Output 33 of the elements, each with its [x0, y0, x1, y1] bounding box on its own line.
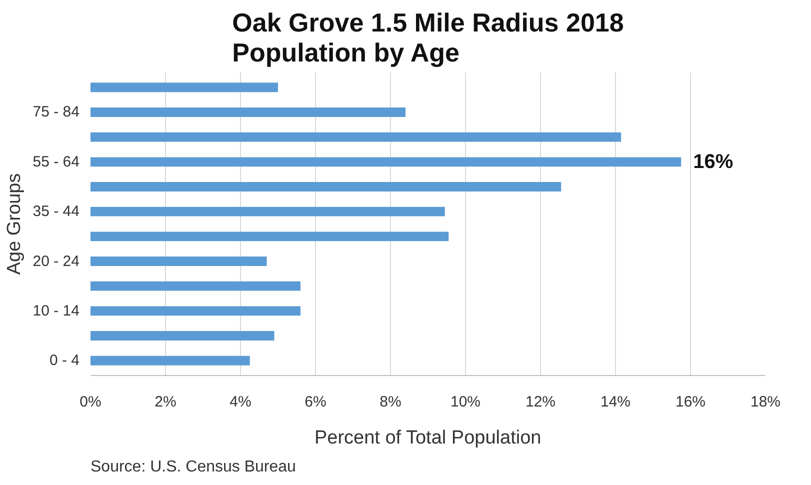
bar	[90, 82, 278, 92]
source-note: Source: U.S. Census Bureau	[90, 458, 296, 476]
bar	[90, 108, 406, 117]
x-tick-label: 4%	[230, 394, 252, 410]
bar	[90, 281, 300, 291]
x-tick-label: 16%	[675, 394, 706, 410]
x-tick-label: 18%	[750, 394, 781, 410]
x-tick-label: 10%	[450, 394, 481, 410]
annotation: 16%	[693, 150, 734, 173]
chart-title: Oak Grove 1.5 Mile Radius 2018 Population by Age	[232, 8, 624, 68]
bar	[90, 306, 300, 316]
x-tick-label: 2%	[154, 394, 176, 410]
bar	[90, 331, 274, 340]
y-axis-title: Age Groups	[4, 173, 25, 275]
y-tick-label: 20 - 24	[32, 252, 80, 270]
y-tick-label: 55 - 64	[32, 153, 80, 170]
bar	[90, 206, 445, 216]
y-tick-label: 10 - 14	[32, 302, 80, 320]
x-tick-label: 0%	[80, 394, 102, 410]
bar	[90, 356, 250, 366]
x-tick-label: 8%	[380, 394, 402, 410]
x-axis-title: Percent of Total Population	[314, 428, 542, 448]
bar	[90, 256, 267, 266]
x-tick-label: 12%	[525, 394, 556, 410]
y-tick-label: 0 - 4	[49, 352, 80, 370]
bar	[90, 132, 622, 142]
bar	[90, 157, 682, 167]
bar	[90, 182, 562, 192]
bar	[90, 232, 449, 242]
y-tick-label: 75 - 84	[32, 104, 80, 121]
x-tick-label: 14%	[600, 394, 631, 410]
y-tick-label: 35 - 44	[32, 203, 80, 220]
x-tick-label: 6%	[304, 394, 326, 410]
